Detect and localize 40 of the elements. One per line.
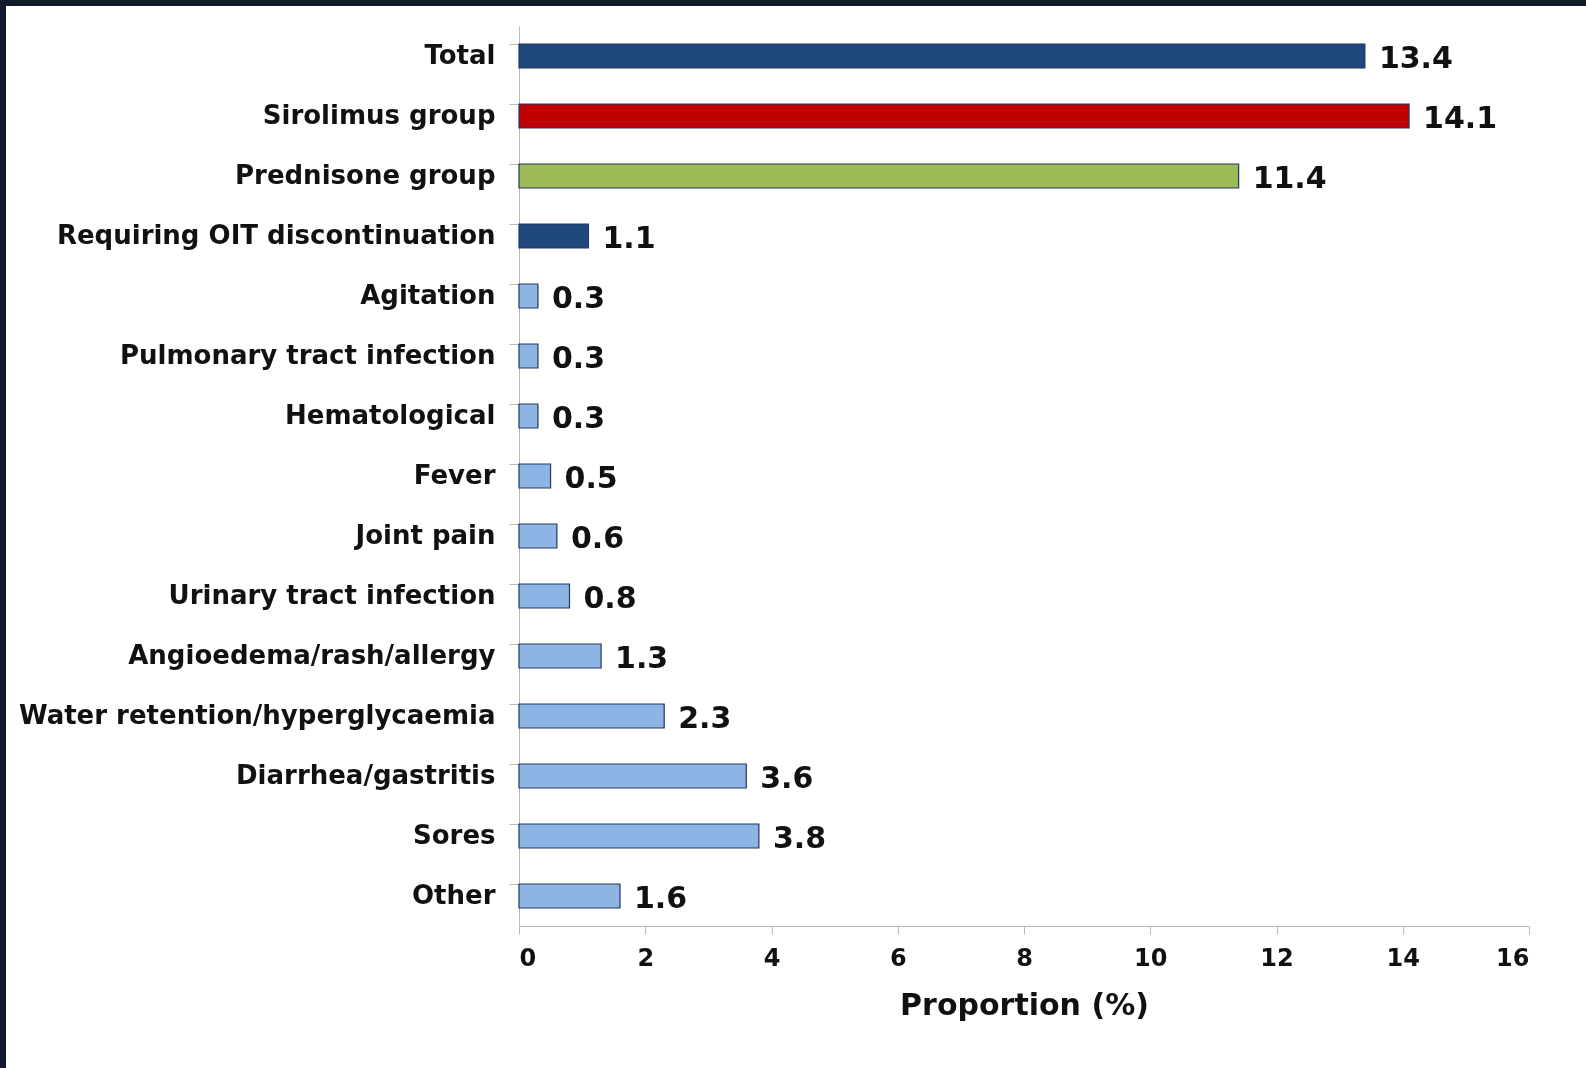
y-tick-label: Pulmonary tract infection [120,340,496,370]
x-tick-label: 14 [1386,943,1420,972]
data-label: 1.3 [615,640,669,675]
x-tick-label: 16 [1496,943,1530,972]
data-label: 0.6 [570,520,625,555]
x-tick-label: 12 [1260,943,1294,972]
data-label: 3.6 [760,760,814,795]
data-label: 0.5 [564,460,618,495]
y-tick-label: Diarrhea/gastritis [236,760,496,790]
data-label: 0.8 [583,580,637,615]
data-label: 2.3 [678,700,732,735]
data-label: 3.8 [772,820,827,855]
y-tick-label: Total [424,40,496,70]
y-tick-label: Water retention/hyperglycaemia [18,700,496,730]
data-label: 0.3 [551,400,606,435]
data-label: 13.4 [1378,40,1453,75]
y-tick-label: Joint pain [353,520,496,550]
y-tick-label: Fever [413,460,496,490]
y-tick-label: Other [412,880,496,910]
x-tick-label: 0 [519,943,537,972]
y-tick-label: Sores [412,820,496,850]
y-tick-label: Prednisone group [235,160,496,190]
y-tick-label: Requiring OIT discontinuation [56,220,496,250]
data-label: 0.3 [551,340,606,375]
x-tick-label: 4 [763,943,781,972]
data-label: 11.4 [1252,160,1327,195]
data-label: 0.3 [551,280,606,315]
data-label: 1.1 [602,220,656,255]
x-tick-label: 10 [1134,943,1168,972]
data-label: 14.1 [1423,100,1498,135]
x-tick-label: 8 [1016,943,1033,972]
y-tick-label: Urinary tract infection [168,580,496,610]
x-axis-title: Proportion (%) [900,986,1149,1022]
y-tick-label: Sirolimus group [262,100,496,130]
y-tick-label: Agitation [360,280,496,310]
x-tick-label: 6 [889,943,907,972]
x-tick-label: 2 [637,943,655,972]
y-tick-label: Angioedema/rash/allergy [128,640,496,670]
data-label: 1.6 [634,880,688,915]
y-tick-label: Hematological [285,400,496,430]
